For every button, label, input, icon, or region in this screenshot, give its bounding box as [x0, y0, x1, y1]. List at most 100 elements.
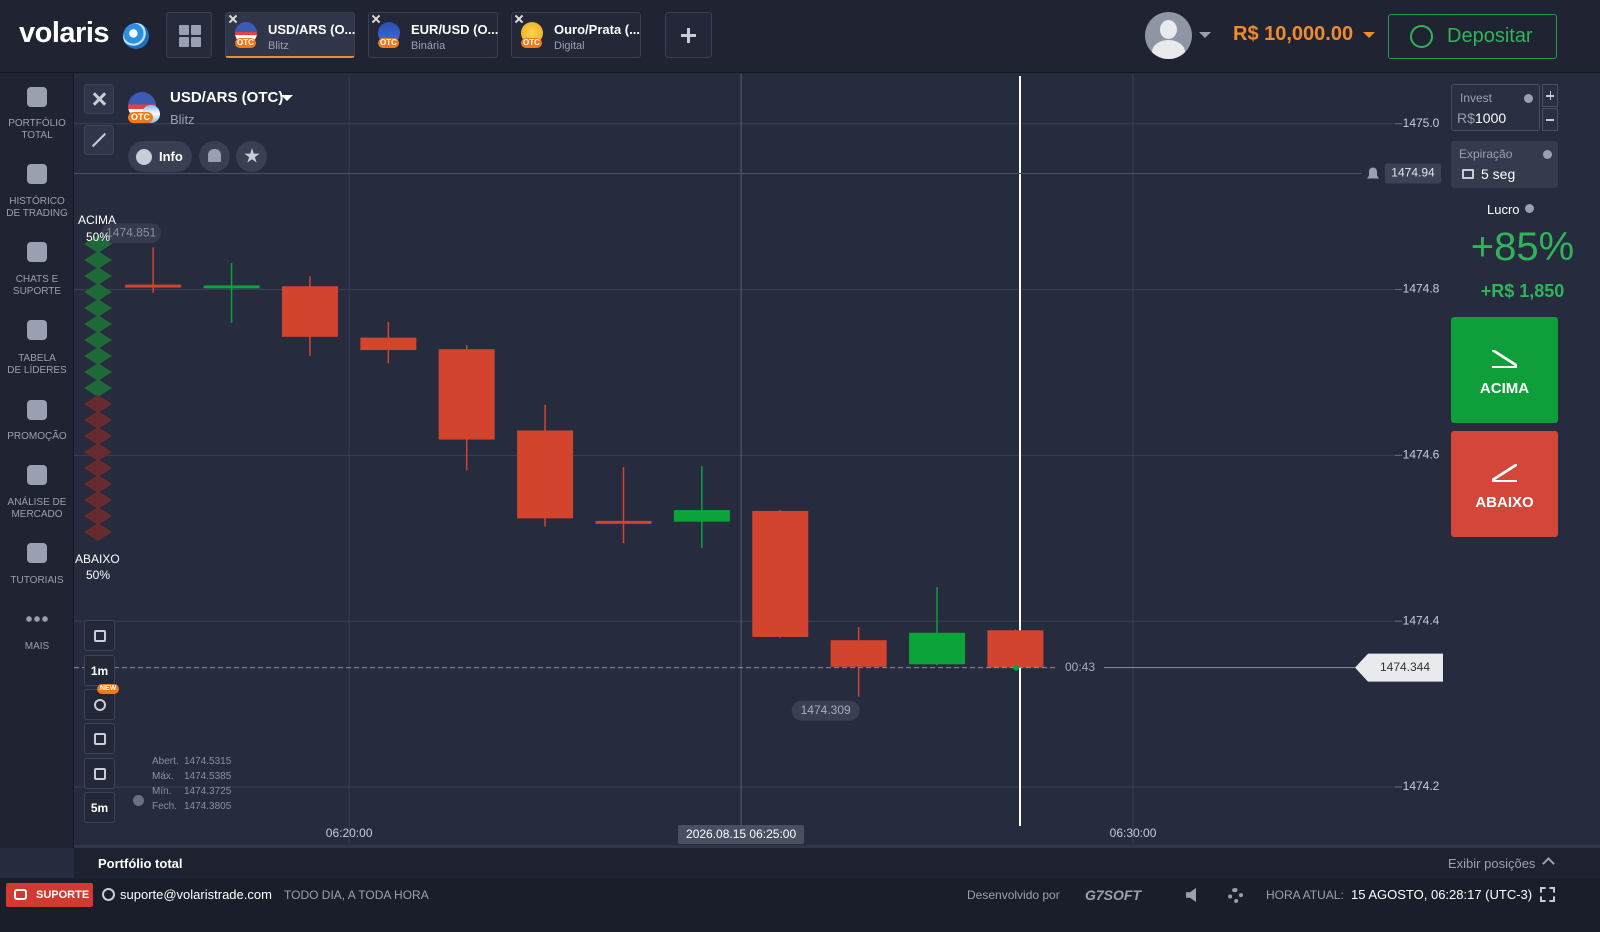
ohlc-label: Máx. — [152, 771, 174, 782]
sidebar-item[interactable]: HISTÓRICO DE TRADING — [0, 162, 74, 232]
otc-badge: OTC — [128, 112, 153, 123]
price-label-bg — [1355, 653, 1443, 682]
avatar[interactable] — [1145, 12, 1192, 59]
candle-period-label: 5m — [90, 801, 109, 815]
bell-icon — [208, 149, 221, 162]
tool-icon — [94, 733, 106, 745]
grid — [74, 74, 1402, 845]
apps-icon-cell — [191, 37, 201, 47]
asset-tab[interactable]: OTC EUR/USD (O... Binária — [368, 12, 498, 58]
settings-icon[interactable] — [1228, 888, 1243, 903]
profit-amount: +R$ 1,850 — [1480, 281, 1565, 301]
expiry-label: Expiração — [1459, 147, 1513, 161]
chart-collapse-button[interactable] — [84, 125, 114, 155]
asset-caret[interactable] — [281, 95, 293, 101]
asset-tab[interactable]: OTC USD/ARS (O... Blitz — [225, 12, 355, 58]
sidebar-item[interactable]: ANÁLISE DE MERCADO — [0, 463, 74, 533]
chart: 1475.0 1474.8 1474.6 1474.4 1474.2 06:20:00 06… — [74, 74, 1443, 845]
tagline: TODO DIA, A TODA HORA — [284, 888, 429, 902]
sidebar-label: PORTFÓLIO — [8, 118, 66, 129]
logo[interactable]: volaris — [19, 17, 110, 49]
show-positions[interactable]: Exibir posições — [1448, 856, 1536, 871]
apps-icon-cell — [179, 25, 189, 35]
sidebar-item[interactable]: TUTORIAIS — [0, 541, 74, 611]
sentiment-diamond — [84, 315, 112, 333]
candle-body — [125, 284, 182, 288]
sidebar-label: TABELA — [18, 353, 56, 364]
candle-body — [673, 510, 730, 522]
sidebar-label: DE LÍDERES — [7, 365, 67, 376]
chart-tool-button[interactable]: 1m — [84, 655, 115, 686]
sidebar-item[interactable]: TABELA DE LÍDERES — [0, 318, 74, 388]
invest-minus[interactable] — [1542, 108, 1558, 131]
tab-close[interactable] — [228, 14, 238, 24]
sentiment-diamond — [84, 411, 112, 429]
sentiment-diamond — [84, 379, 112, 397]
developer[interactable]: G7SOFT — [1085, 887, 1142, 903]
asset-name[interactable]: USD/ARS (OTC) — [170, 89, 284, 106]
time-value: 15 AGOSTO, 06:28:17 (UTC-3) — [1351, 887, 1533, 902]
show-positions-chevron[interactable] — [1542, 857, 1555, 870]
support-email[interactable]: suporte@volaristrade.com — [120, 887, 272, 902]
alert-button[interactable] — [199, 141, 230, 172]
down-button[interactable]: ABAIXO — [1451, 431, 1558, 537]
tab-close[interactable] — [371, 14, 381, 24]
info-label: Info — [159, 149, 183, 164]
asset-tab[interactable]: OTC Ouro/Prata (... Digital — [511, 12, 641, 58]
sidebar-icon — [25, 616, 49, 622]
y-tick-label: 1475.0 — [1403, 116, 1440, 130]
asset-mode: Blitz — [170, 112, 195, 127]
sidebar-icon — [27, 320, 47, 340]
fullscreen-icon[interactable] — [1540, 887, 1555, 902]
sidebar-label: PROMOÇÃO — [7, 431, 67, 442]
candle-body — [517, 430, 574, 519]
sidebar-icon — [27, 242, 47, 262]
alert-label-bg — [1385, 163, 1441, 184]
tab-title: USD/ARS (O... — [268, 22, 356, 37]
sidebar-label: ANÁLISE DE — [7, 497, 67, 508]
help-icon — [1524, 94, 1533, 103]
invest-plus[interactable] — [1542, 84, 1558, 107]
info-icon — [136, 149, 152, 165]
info-button[interactable]: Info — [128, 141, 192, 172]
up-button[interactable]: ACIMA — [1451, 317, 1558, 423]
candle-body — [595, 520, 652, 524]
candle-body — [281, 286, 338, 337]
ohlc-help — [133, 795, 144, 806]
tab-close[interactable] — [514, 14, 524, 24]
chart-tool-button[interactable]: 5m — [84, 792, 115, 823]
deposit-button[interactable]: Depositar — [1388, 14, 1557, 59]
sound-icon[interactable] — [1186, 888, 1196, 902]
sidebar-item[interactable]: MAIS — [0, 607, 74, 677]
chart-tool-button[interactable] — [84, 620, 115, 651]
sidebar-item[interactable]: PROMOÇÃO — [0, 398, 74, 468]
apps-button[interactable] — [166, 12, 212, 58]
chart-tool-button[interactable]: NEW — [84, 684, 120, 720]
help-icon — [1543, 150, 1552, 159]
sidebar-label: MERCADO — [11, 509, 63, 520]
time-label: HORA ATUAL: — [1266, 888, 1344, 902]
balance[interactable]: R$ 10,000.00 — [1233, 23, 1354, 45]
sentiment-diamond — [84, 443, 112, 461]
sidebar-item[interactable]: PORTFÓLIO TOTAL — [0, 85, 74, 155]
tool-icon — [94, 768, 106, 780]
sentiment-diamond — [84, 363, 112, 381]
favorite-button[interactable] — [236, 141, 267, 172]
support-button[interactable]: SUPORTE — [6, 883, 93, 907]
add-tab-button[interactable] — [665, 12, 712, 58]
timeframe-label: 1m — [90, 664, 109, 678]
chart-tool-button[interactable] — [84, 758, 115, 789]
expiry-input[interactable]: Expiração 5 seg — [1451, 141, 1558, 188]
apps-icon-cell — [191, 25, 201, 35]
sentiment-diamond — [84, 251, 112, 269]
sidebar-item[interactable]: CHATS E SUPORTE — [0, 240, 74, 310]
sidebar-label: DE TRADING — [6, 208, 68, 219]
invest-input[interactable]: Invest R$ 1000 — [1451, 84, 1540, 131]
invest-currency: R$ — [1457, 110, 1475, 126]
ohlc-label: Abert. — [152, 756, 179, 767]
chart-close-button[interactable] — [84, 84, 114, 114]
candle-body — [987, 630, 1044, 668]
chart-tool-button[interactable] — [84, 723, 115, 754]
